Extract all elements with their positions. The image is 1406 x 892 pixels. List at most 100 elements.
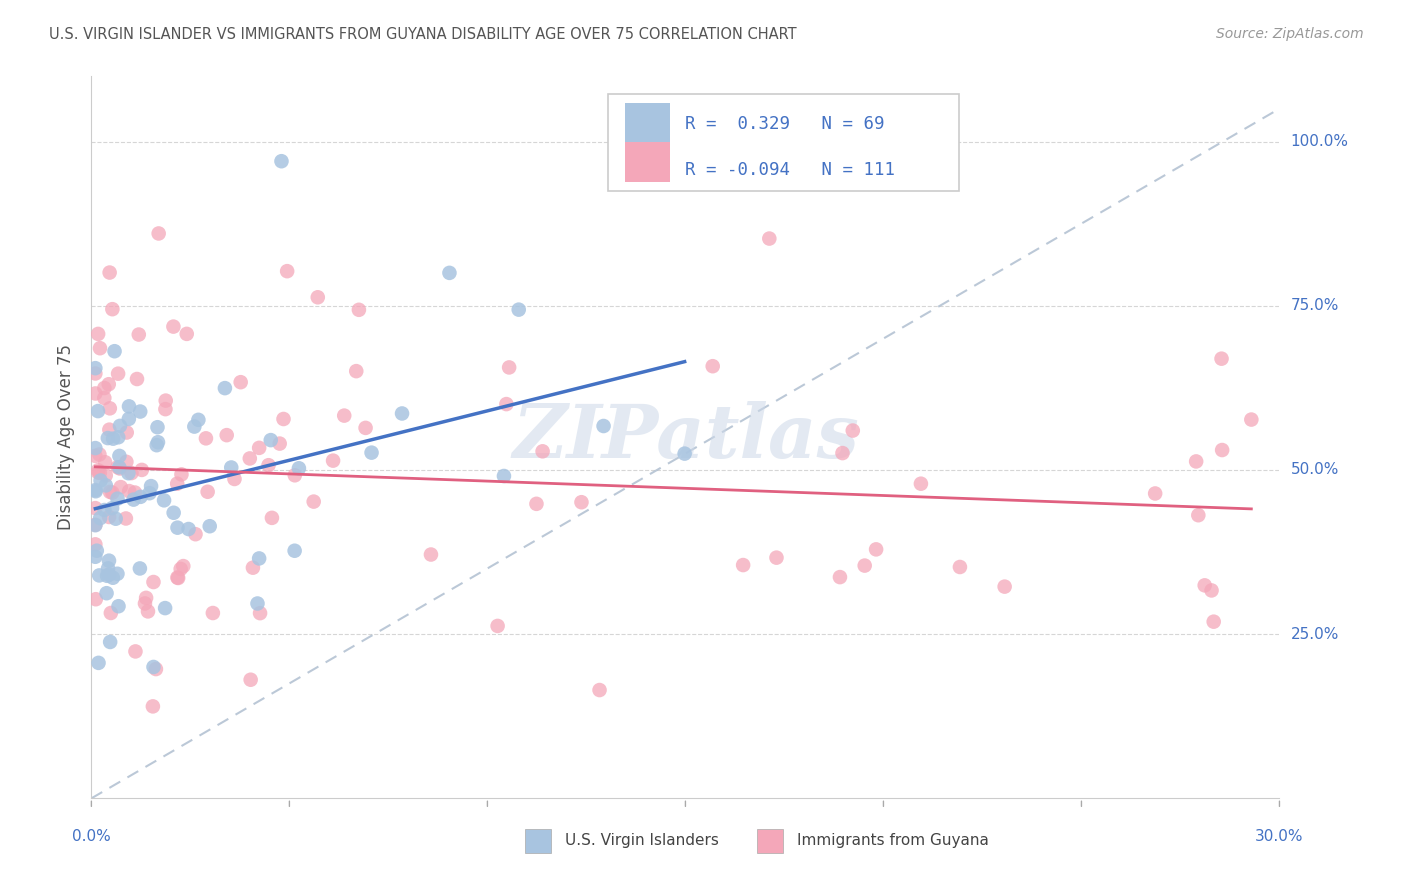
- Point: [1201, 583, 1223, 598]
- FancyBboxPatch shape: [609, 94, 959, 192]
- Point: [110, 480, 132, 494]
- Point: [949, 560, 972, 574]
- Point: [145, 662, 167, 676]
- Point: [1144, 486, 1167, 500]
- Point: [733, 558, 755, 572]
- Point: [90, 474, 112, 488]
- Point: [526, 497, 548, 511]
- Point: [87, 404, 110, 418]
- Point: [118, 484, 141, 499]
- Point: [284, 543, 307, 558]
- Point: [1211, 443, 1233, 458]
- Point: [439, 266, 461, 280]
- Point: [249, 606, 271, 620]
- Point: [142, 660, 165, 674]
- Point: [257, 458, 280, 473]
- Point: [108, 460, 131, 475]
- Point: [98, 266, 121, 280]
- Point: [1187, 508, 1209, 523]
- Point: [84, 517, 107, 532]
- Point: [84, 483, 107, 497]
- Point: [492, 469, 515, 483]
- Point: [89, 568, 111, 582]
- Point: [97, 431, 120, 445]
- Point: [103, 344, 125, 359]
- Point: [288, 461, 311, 475]
- Point: [910, 476, 932, 491]
- Bar: [756, 830, 783, 853]
- Point: [162, 319, 184, 334]
- Bar: [624, 103, 671, 143]
- Point: [167, 571, 190, 585]
- Point: [94, 468, 117, 483]
- Point: [87, 466, 110, 480]
- Point: [354, 421, 377, 435]
- Point: [148, 227, 170, 241]
- Point: [93, 391, 115, 405]
- Point: [146, 420, 169, 434]
- Text: R = -0.094   N = 111: R = -0.094 N = 111: [685, 161, 896, 178]
- Point: [177, 522, 200, 536]
- Point: [84, 449, 107, 463]
- Point: [155, 393, 177, 408]
- Point: [194, 431, 217, 445]
- Point: [170, 562, 193, 576]
- Point: [260, 433, 283, 447]
- Point: [98, 401, 121, 416]
- Point: [84, 361, 107, 376]
- Point: [107, 491, 129, 506]
- Point: [97, 377, 120, 392]
- Point: [146, 435, 169, 450]
- Point: [108, 449, 131, 463]
- Text: Source: ZipAtlas.com: Source: ZipAtlas.com: [1216, 27, 1364, 41]
- Point: [134, 597, 156, 611]
- Point: [758, 231, 780, 245]
- Text: 75.0%: 75.0%: [1291, 298, 1339, 313]
- Point: [333, 409, 356, 423]
- Point: [765, 550, 787, 565]
- Point: [197, 484, 219, 499]
- Point: [138, 486, 160, 500]
- Point: [89, 341, 111, 355]
- Point: [128, 561, 150, 575]
- Point: [1185, 454, 1208, 468]
- Point: [136, 604, 159, 618]
- Point: [239, 673, 262, 687]
- Point: [246, 597, 269, 611]
- Point: [101, 485, 124, 500]
- Point: [391, 407, 413, 421]
- Point: [1202, 615, 1225, 629]
- Bar: [524, 830, 551, 853]
- Point: [84, 367, 107, 381]
- Point: [84, 484, 107, 499]
- Y-axis label: Disability Age Over 75: Disability Age Over 75: [58, 344, 76, 530]
- Point: [495, 397, 517, 411]
- Point: [592, 419, 614, 434]
- Point: [121, 466, 143, 480]
- Point: [172, 559, 194, 574]
- Point: [101, 302, 124, 317]
- Point: [125, 372, 148, 386]
- Point: [108, 418, 131, 433]
- Point: [270, 154, 292, 169]
- Point: [322, 453, 344, 467]
- Point: [93, 503, 115, 517]
- Point: [588, 683, 610, 698]
- Point: [135, 591, 157, 605]
- Point: [853, 558, 876, 573]
- Point: [702, 359, 724, 374]
- Point: [198, 519, 221, 533]
- Point: [865, 542, 887, 557]
- Point: [142, 574, 165, 589]
- Point: [347, 302, 370, 317]
- Point: [673, 447, 696, 461]
- Point: [260, 511, 283, 525]
- Point: [344, 364, 367, 378]
- Point: [96, 586, 118, 600]
- Point: [101, 501, 124, 516]
- Point: [115, 455, 138, 469]
- Point: [284, 468, 307, 483]
- Point: [101, 432, 124, 446]
- Point: [201, 606, 224, 620]
- Bar: [624, 143, 671, 182]
